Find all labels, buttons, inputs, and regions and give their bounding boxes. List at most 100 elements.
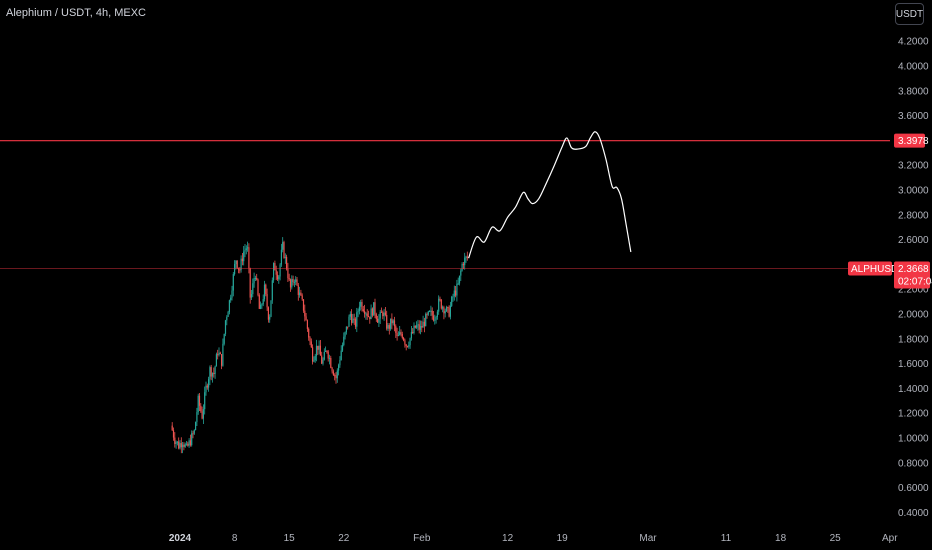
candle-body — [408, 345, 410, 347]
candle-body — [327, 351, 329, 359]
countdown-text: 02:07:04 — [898, 277, 932, 288]
candle-body — [366, 313, 368, 317]
candle-body — [371, 308, 373, 316]
candle-body — [210, 367, 212, 377]
candle-body — [383, 312, 385, 317]
candle-body — [289, 279, 292, 288]
candle-body — [291, 279, 293, 288]
candle-body — [364, 310, 366, 314]
candlestick-series — [171, 237, 468, 454]
candle-body — [326, 350, 328, 352]
candle-body — [404, 340, 406, 345]
candle-body — [414, 325, 416, 328]
candle-body — [421, 326, 423, 328]
candle-body — [182, 444, 184, 448]
candle-body — [239, 269, 241, 271]
candle-body — [288, 278, 290, 280]
projection-line — [468, 131, 632, 259]
candle-body — [358, 306, 360, 311]
candle-body — [276, 274, 279, 280]
y-tick-label: 2.8000 — [898, 210, 929, 221]
candle-body — [283, 242, 285, 258]
x-tick-label: 25 — [830, 533, 842, 544]
candle-body — [334, 375, 336, 377]
candle-body — [269, 316, 271, 320]
symbol-tag-text: ALPHUSDT — [851, 264, 904, 275]
candle-body — [230, 297, 232, 301]
candle-body — [400, 332, 402, 334]
candle-body — [184, 444, 186, 447]
candle-body — [361, 301, 363, 310]
candle-body — [195, 422, 197, 431]
candle-body — [344, 332, 346, 337]
candle-body — [192, 433, 194, 435]
candle-body — [196, 412, 198, 423]
candle-body — [299, 292, 301, 295]
candle-body — [380, 311, 383, 313]
candle-body — [406, 346, 409, 348]
candle-body — [296, 279, 298, 286]
candle-body — [221, 354, 223, 366]
candle-body — [373, 302, 375, 316]
candle-body — [280, 249, 282, 265]
y-tick-label: 2.6000 — [898, 235, 929, 246]
candle-body — [304, 310, 306, 317]
candle-body — [360, 301, 362, 307]
y-tick-label: 1.2000 — [898, 409, 929, 420]
candle-body — [292, 279, 294, 282]
candle-body — [413, 325, 415, 333]
currency-button[interactable]: USDT — [895, 3, 924, 25]
candle-body — [457, 283, 459, 285]
candle-body — [317, 345, 319, 350]
candle-body — [379, 311, 381, 319]
candle-body — [328, 358, 331, 360]
candle-body — [302, 299, 305, 311]
candle-body — [438, 298, 440, 312]
candle-body — [449, 305, 451, 317]
candle-body — [422, 321, 424, 328]
candle-body — [384, 312, 386, 315]
y-tick-label: 0.4000 — [898, 508, 929, 519]
candle-body — [418, 324, 420, 330]
candle-body — [395, 326, 397, 333]
candle-body — [226, 317, 228, 321]
candle-body — [301, 295, 303, 300]
candle-body — [245, 248, 247, 250]
candle-body — [235, 260, 237, 265]
candle-body — [185, 443, 188, 445]
candle-body — [278, 276, 280, 280]
candle-body — [382, 312, 384, 317]
candle-body — [265, 284, 267, 295]
x-tick-label: 2024 — [169, 533, 192, 544]
candle-body — [252, 283, 254, 295]
candle-body — [445, 307, 448, 312]
candle-body — [180, 443, 182, 448]
candle-body — [348, 316, 350, 327]
candle-body — [352, 318, 354, 323]
candle-body — [198, 395, 201, 406]
candle-body — [275, 270, 277, 275]
candle-body — [215, 354, 217, 367]
candle-body — [306, 320, 308, 329]
y-tick-label: 1.6000 — [898, 359, 929, 370]
candle-body — [356, 312, 358, 327]
candle-body — [409, 338, 411, 346]
candle-body — [370, 308, 372, 320]
candle-body — [243, 251, 245, 262]
candle-body — [314, 355, 316, 361]
candle-body — [423, 321, 425, 327]
candle-body — [452, 296, 454, 298]
candle-body — [310, 341, 312, 348]
candle-body — [325, 350, 327, 352]
candle-body — [217, 354, 219, 356]
y-tick-label: 0.8000 — [898, 458, 929, 469]
candle-body — [267, 307, 269, 320]
candle-body — [236, 260, 238, 268]
candle-body — [273, 263, 275, 281]
candle-body — [211, 372, 214, 377]
candle-body — [191, 433, 193, 446]
candle-body — [410, 331, 412, 339]
x-tick-label: 8 — [232, 533, 238, 544]
